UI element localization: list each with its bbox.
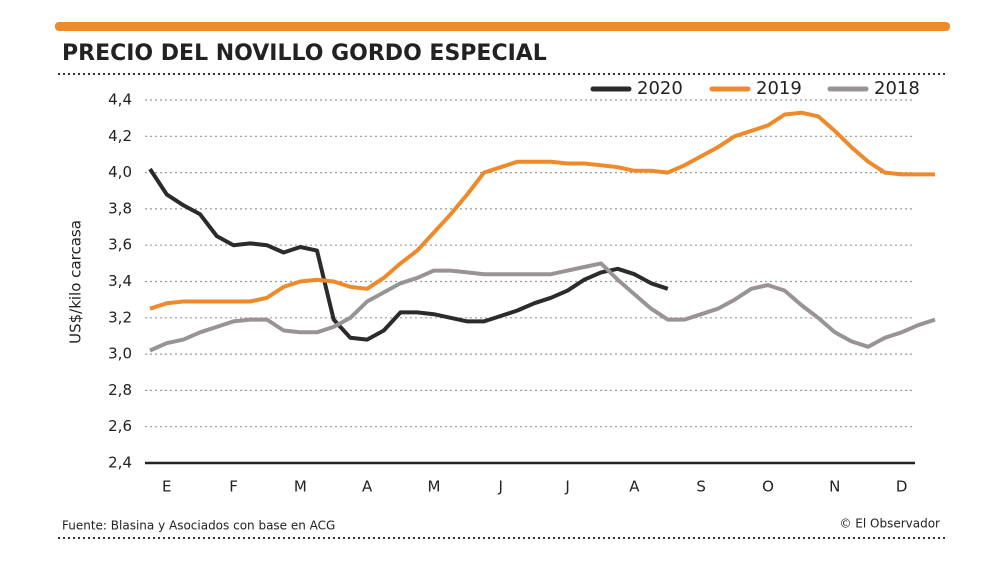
x-tick-label: O (762, 478, 774, 496)
y-tick-label: 4,0 (108, 163, 132, 181)
line-series (149, 110, 935, 311)
y-tick-label: 3,0 (108, 345, 132, 363)
x-tick-label: J (498, 478, 503, 496)
legend-label: 2018 (874, 78, 920, 99)
chart-title: PRECIO DEL NOVILLO GORDO ESPECIAL (62, 41, 547, 66)
y-tick-label: 3,6 (108, 236, 132, 254)
x-tick-label: N (829, 478, 840, 496)
x-tick-label: M (427, 478, 440, 496)
y-tick-label: 3,2 (108, 308, 132, 326)
y-tick-label: 2,8 (108, 381, 132, 399)
credit: © El Observador (839, 517, 940, 531)
y-tick-label: 2,6 (108, 417, 132, 435)
x-tick-label: E (162, 478, 171, 496)
legend-label: 2020 (637, 78, 683, 99)
line-series (148, 167, 669, 342)
line-series (149, 261, 936, 353)
y-tick-label: 3,4 (108, 272, 132, 290)
top-bar (55, 22, 950, 31)
y-tick-label: 4,2 (108, 127, 132, 145)
y-axis-label: US$/kilo carcasa (67, 220, 85, 344)
x-tick-label: F (229, 478, 238, 496)
y-tick-label: 4,4 (108, 91, 132, 109)
x-tick-label: S (696, 478, 706, 496)
source: Fuente: Blasina y Asociados con base en … (62, 519, 335, 533)
x-tick-label: A (362, 478, 373, 496)
x-tick-label: A (629, 478, 640, 496)
x-tick-label: J (564, 478, 569, 496)
y-tick-label: 2,4 (108, 454, 132, 472)
legend-label: 2019 (756, 78, 802, 99)
x-tick-label: M (294, 478, 307, 496)
y-tick-label: 3,8 (108, 199, 132, 217)
x-tick-label: D (896, 478, 908, 496)
